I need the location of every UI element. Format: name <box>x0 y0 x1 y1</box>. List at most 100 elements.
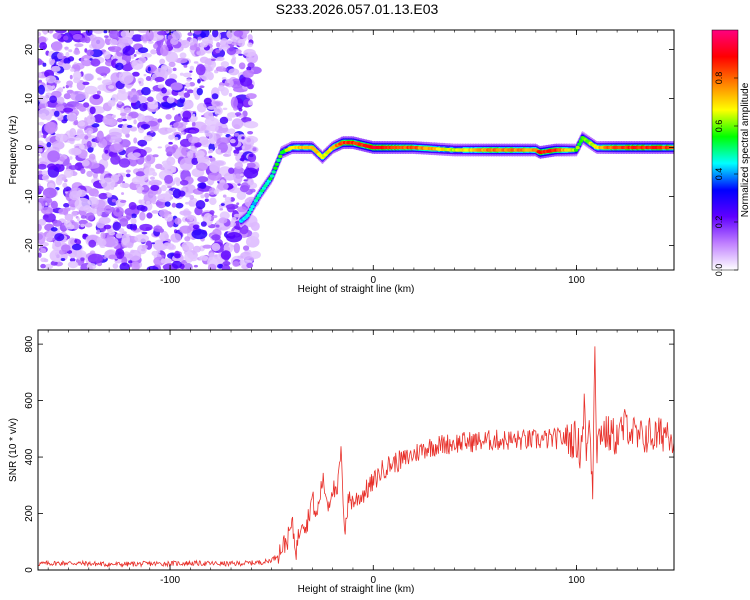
noise-cell <box>165 190 174 196</box>
noise-cell <box>119 199 127 203</box>
noise-cell <box>188 82 196 87</box>
noise-cell <box>45 202 48 206</box>
noise-cell <box>112 221 121 231</box>
noise-cell <box>101 79 113 86</box>
noise-cell <box>75 250 87 261</box>
noise-cell <box>38 218 46 226</box>
noise-cell <box>165 146 177 155</box>
noise-cell <box>67 261 79 269</box>
noise-cell <box>199 41 209 48</box>
noise-cell <box>204 198 209 202</box>
noise-cell <box>118 71 134 85</box>
noise-cell <box>238 62 246 70</box>
noise-cell <box>236 202 240 206</box>
noise-cell <box>181 84 186 87</box>
ridge-cell <box>577 142 582 147</box>
noise-cell <box>61 176 66 181</box>
noise-cell <box>157 146 163 149</box>
noise-cell <box>141 86 151 96</box>
noise-cell <box>148 179 163 187</box>
noise-cell <box>84 212 95 221</box>
noise-cell <box>80 223 85 228</box>
colorbar-tick-label: 0.8 <box>714 72 724 85</box>
noise-cell <box>84 85 98 95</box>
noise-cell <box>245 93 257 100</box>
noise-cell <box>170 37 179 46</box>
noise-cell <box>175 202 184 209</box>
colorbar-tick-label: 0.6 <box>714 120 724 133</box>
noise-cell <box>98 166 105 174</box>
noise-cell <box>180 39 190 49</box>
snr-x-axis: -100 0 100 <box>47 330 659 586</box>
noise-cell <box>189 65 195 71</box>
noise-cell <box>116 208 120 213</box>
noise-cell <box>53 110 60 117</box>
noise-cell <box>42 187 57 199</box>
snr-line <box>38 346 674 568</box>
noise-cell <box>181 241 194 251</box>
noise-cell <box>229 138 236 144</box>
ridge-cell <box>278 154 283 159</box>
noise-cell <box>92 94 101 100</box>
noise-cell <box>96 229 101 234</box>
x-tick-label: 100 <box>568 575 585 586</box>
noise-cell <box>169 73 178 80</box>
noise-cell <box>110 154 121 165</box>
ridge-cell <box>578 139 584 143</box>
snr-x-label: Height of straight line (km) <box>298 584 415 595</box>
noise-cell <box>98 238 107 247</box>
noise-cell <box>183 99 194 110</box>
noise-cell <box>86 262 97 270</box>
noise-cell <box>126 116 132 121</box>
noise-cell <box>150 184 160 192</box>
noise-cell <box>60 257 66 262</box>
noise-cell <box>86 49 94 56</box>
noise-cell <box>215 224 220 228</box>
noise-cell <box>121 192 125 196</box>
noise-cell <box>162 197 166 200</box>
noise-cell <box>168 61 176 68</box>
ridge-cell <box>250 204 255 209</box>
noise-cell <box>82 73 95 81</box>
noise-cell <box>38 84 45 95</box>
noise-cell <box>154 76 165 83</box>
y-tick-label: 10 <box>24 93 35 105</box>
noise-cell <box>218 46 223 51</box>
noise-cell <box>172 121 184 129</box>
noise-cell <box>175 57 188 64</box>
noise-cell <box>41 30 50 34</box>
noise-cell <box>38 196 53 207</box>
noise-cell <box>91 36 105 50</box>
y-tick-label: 20 <box>24 44 35 56</box>
noise-cell <box>247 162 256 169</box>
noise-cell <box>209 197 217 206</box>
noise-cell <box>151 210 159 214</box>
noise-cell <box>145 30 154 42</box>
noise-cell <box>195 46 201 52</box>
noise-cell <box>96 220 106 229</box>
snr-y-axis: 0 200 400 600 800 <box>24 335 674 573</box>
noise-cell <box>167 185 172 189</box>
noise-cell <box>70 68 75 72</box>
noise-cell <box>38 58 43 66</box>
noise-cell <box>215 49 221 54</box>
noise-cell <box>199 30 210 39</box>
x-tick-label: -100 <box>160 275 180 286</box>
noise-cell <box>38 132 42 139</box>
noise-cell <box>105 134 111 141</box>
noise-cell <box>161 101 177 108</box>
noise-cell <box>208 149 214 154</box>
noise-cell <box>104 35 109 38</box>
noise-cell <box>163 165 172 170</box>
noise-cell <box>86 114 96 126</box>
noise-cell <box>123 107 132 114</box>
noise-cell <box>195 199 206 210</box>
noise-cell <box>131 261 140 270</box>
noise-cell <box>73 49 81 55</box>
spectrogram-y-label: Frequency (Hz) <box>8 116 19 185</box>
noise-cell <box>131 213 137 219</box>
noise-cell <box>129 126 137 131</box>
noise-cell <box>43 258 49 263</box>
noise-cell <box>66 89 74 94</box>
ridge-cell <box>271 170 276 174</box>
